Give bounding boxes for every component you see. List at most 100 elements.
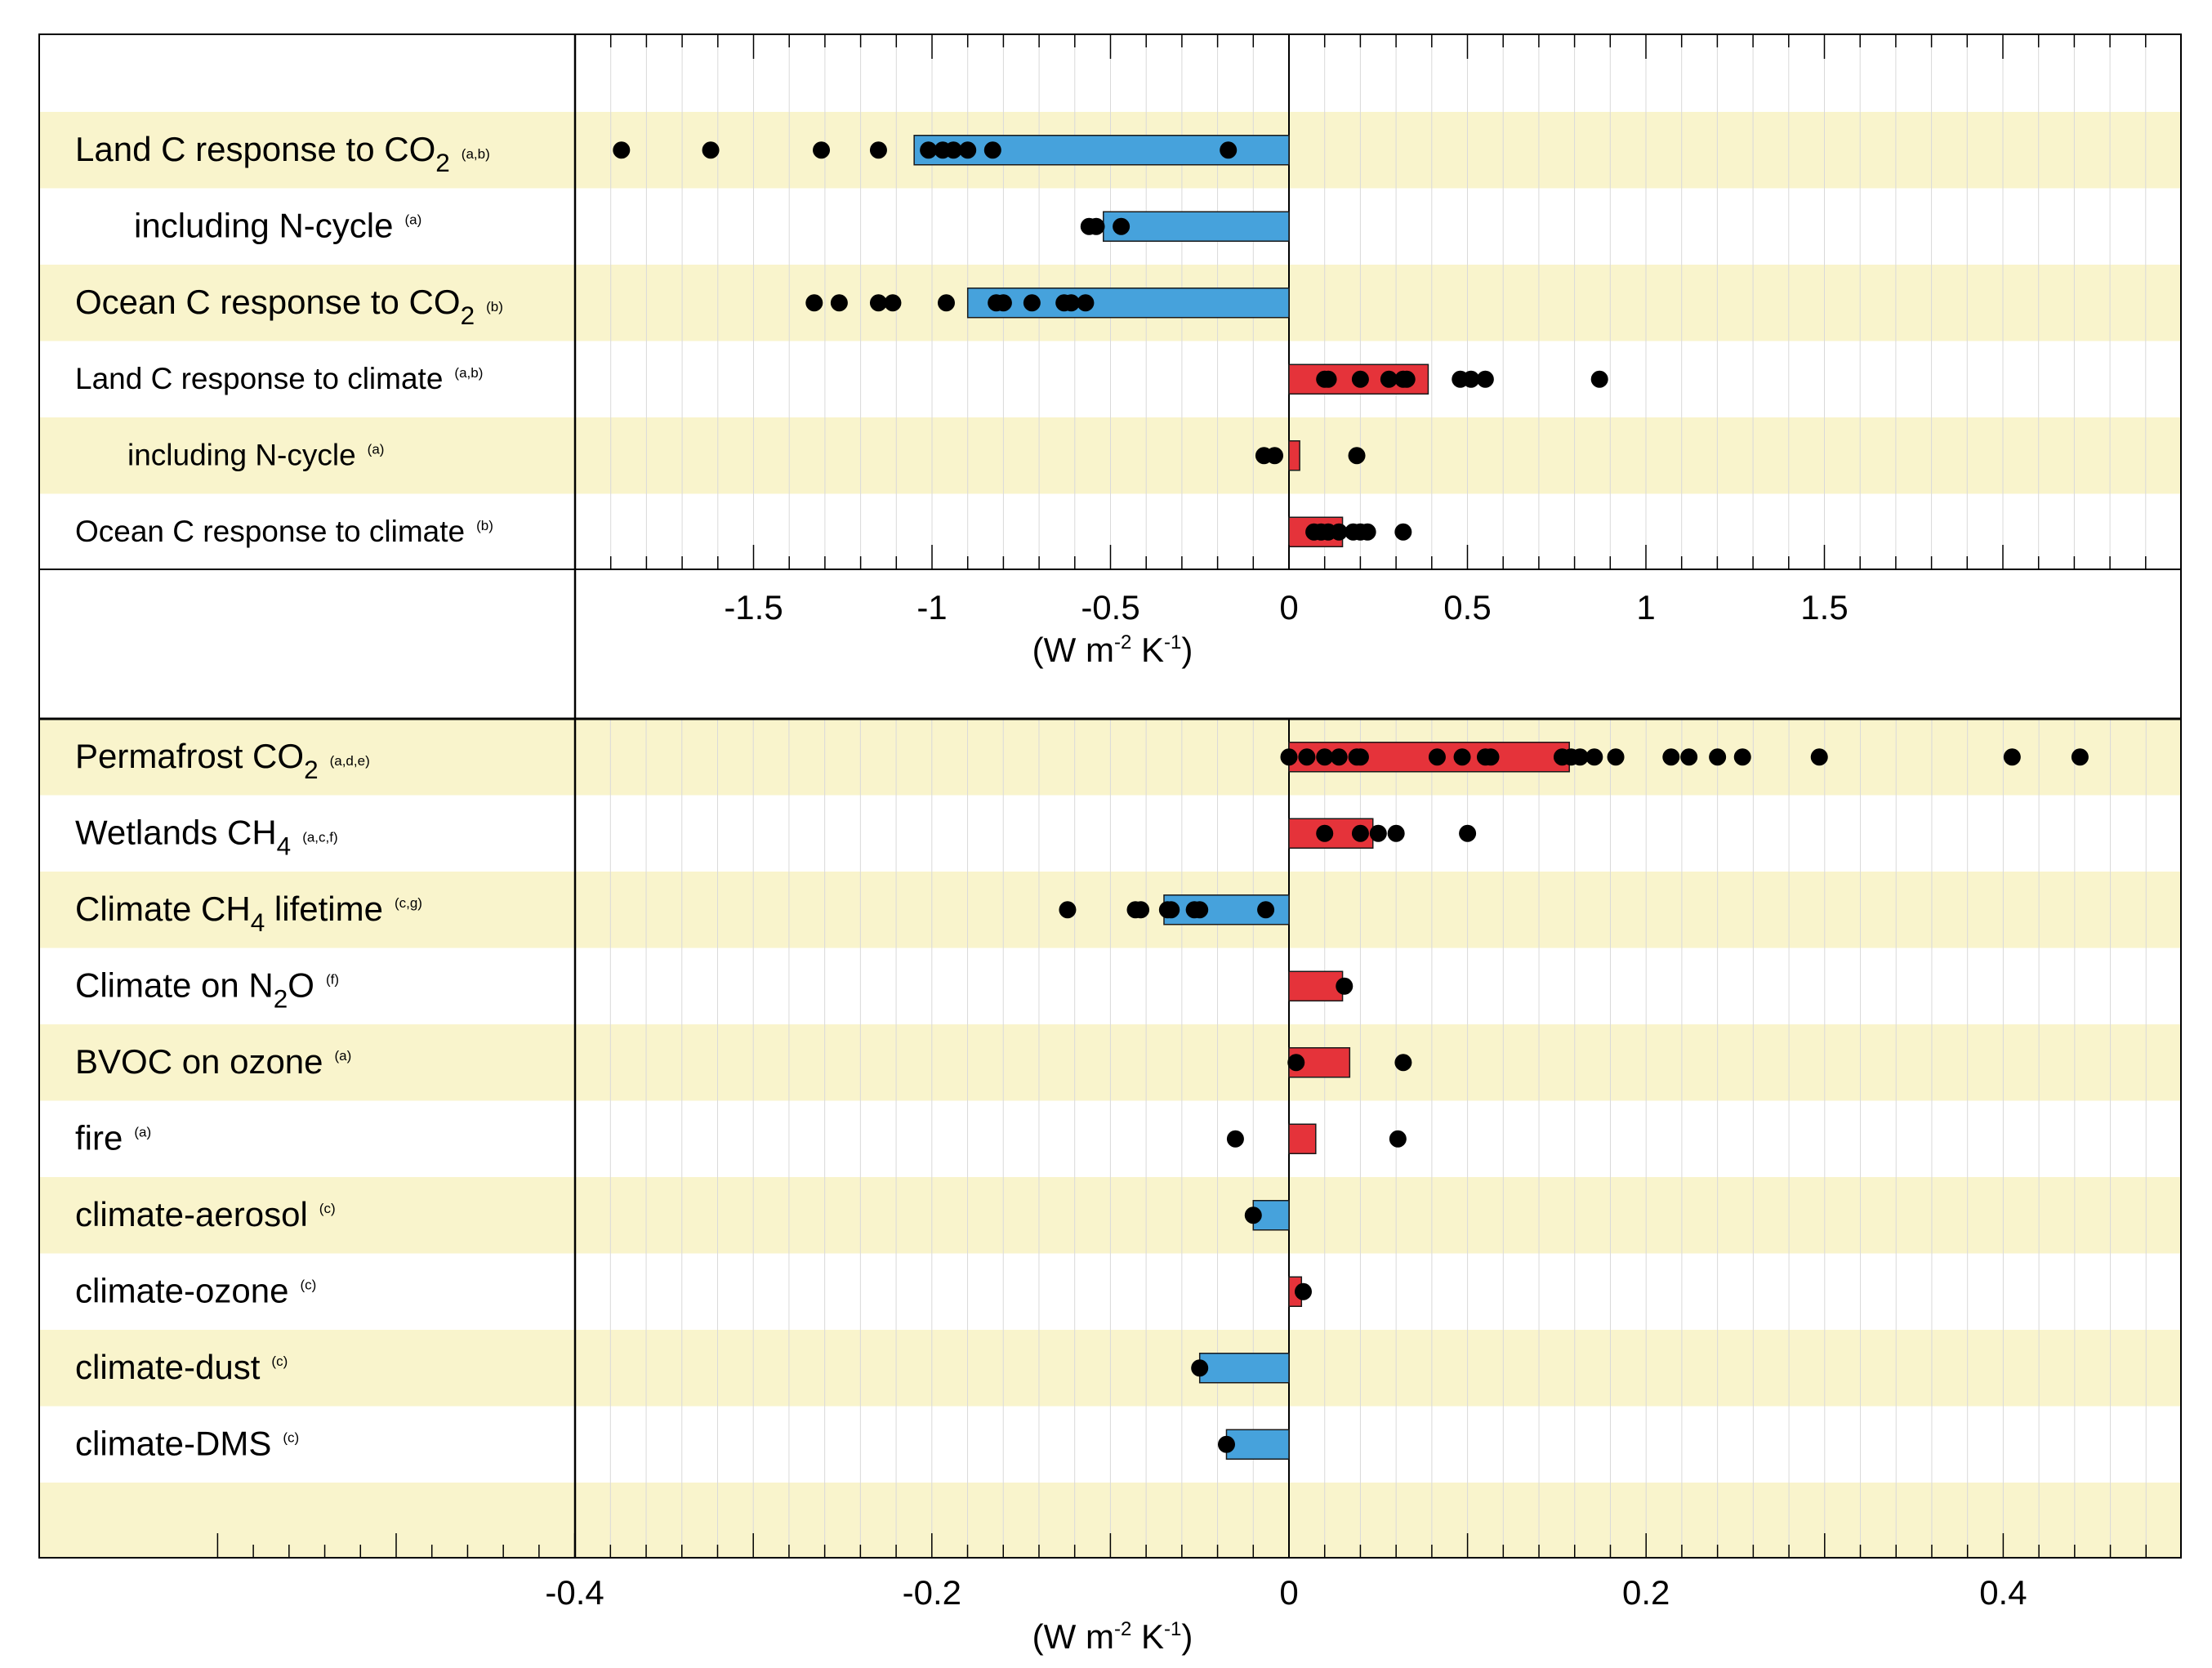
- row-label: Ocean C response to climate (b): [75, 515, 493, 548]
- point-0-3-9: [1590, 370, 1608, 388]
- point-1-1-1: [1351, 824, 1369, 842]
- point-1-0-19: [1810, 748, 1828, 766]
- point-0-2-0: [805, 294, 823, 312]
- row-label: climate-dust (c): [75, 1348, 288, 1386]
- row-label: climate-ozone (c): [75, 1272, 316, 1310]
- point-0-0-2: [813, 141, 831, 159]
- point-0-1-1: [1087, 217, 1105, 235]
- point-0-0-1: [702, 141, 720, 159]
- point-1-0-15: [1662, 748, 1680, 766]
- row-label: climate-aerosol (c): [75, 1195, 336, 1233]
- row-label: Wetlands CH4 (a,c,f): [75, 814, 338, 861]
- point-1-7-0: [1294, 1282, 1312, 1300]
- point-1-2-0: [1059, 901, 1077, 919]
- point-1-5-0: [1226, 1130, 1244, 1148]
- x-tick-label: 1: [1636, 588, 1655, 627]
- x-tick-label: 0: [1279, 588, 1298, 627]
- point-1-0-3: [1330, 748, 1348, 766]
- x-tick-label: 1.5: [1800, 588, 1848, 627]
- point-1-3-0: [1336, 977, 1354, 995]
- point-1-0-1: [1298, 748, 1316, 766]
- bar-1-3: [1288, 970, 1344, 1001]
- point-1-1-2: [1369, 824, 1387, 842]
- row-label: Permafrost CO2 (a,d,e): [75, 737, 370, 784]
- point-1-0-13: [1585, 748, 1603, 766]
- x-axis-label: (W m-2 K-1): [1032, 1617, 1193, 1656]
- point-0-3-1: [1319, 370, 1337, 388]
- row-label: Land C response to CO2 (a,b): [75, 130, 490, 177]
- point-0-2-10: [1077, 294, 1095, 312]
- point-1-2-4: [1162, 901, 1180, 919]
- point-1-2-7: [1257, 901, 1275, 919]
- point-0-5-7: [1394, 523, 1412, 541]
- axes: -1.5 -1 -0.5 0 0.5 1 1.5 (W m-2 K-1) -0.4 -0.2 0 0.…: [545, 588, 2027, 1656]
- row-label: climate-DMS (c): [75, 1425, 299, 1463]
- row-label: Climate on N2O (f): [75, 966, 339, 1014]
- point-0-3-3: [1380, 370, 1398, 388]
- point-0-2-9: [1062, 294, 1080, 312]
- point-0-5-3: [1330, 523, 1348, 541]
- gridlines: [609, 34, 2147, 1558]
- point-0-2-6: [994, 294, 1012, 312]
- point-0-3-7: [1462, 370, 1480, 388]
- x-tick-label: -0.4: [545, 1573, 604, 1612]
- point-1-0-20: [2003, 748, 2021, 766]
- point-1-2-2: [1132, 901, 1150, 919]
- point-1-0-14: [1607, 748, 1625, 766]
- point-0-0-8: [983, 141, 1001, 159]
- bar-1-5: [1288, 1123, 1317, 1154]
- point-1-0-7: [1453, 748, 1471, 766]
- point-0-0-6: [944, 141, 962, 159]
- frame: [38, 33, 2182, 1559]
- point-0-3-5: [1398, 370, 1416, 388]
- x-tick-label: -1: [916, 588, 947, 627]
- point-0-0-4: [920, 141, 938, 159]
- x-axis-label: (W m-2 K-1): [1032, 631, 1193, 669]
- point-1-0-18: [1733, 748, 1751, 766]
- row-label: fire (a): [75, 1119, 151, 1157]
- row-label: including N-cycle (a): [134, 207, 421, 245]
- point-1-1-3: [1387, 824, 1405, 842]
- point-0-3-2: [1351, 370, 1369, 388]
- point-0-0-0: [613, 141, 631, 159]
- point-1-0-2: [1316, 748, 1334, 766]
- point-1-1-4: [1459, 824, 1477, 842]
- point-1-0-5: [1351, 748, 1369, 766]
- row-labels: Land C response to CO2 (a,b) including N-c…: [75, 130, 503, 1463]
- point-0-1-2: [1113, 217, 1131, 235]
- row-label: Climate CH4 lifetime (c,g): [75, 890, 422, 937]
- point-1-0-0: [1280, 748, 1298, 766]
- point-1-4-1: [1394, 1054, 1412, 1072]
- x-tick-label: -0.5: [1081, 588, 1139, 627]
- point-1-0-6: [1428, 748, 1446, 766]
- point-1-0-12: [1571, 748, 1589, 766]
- point-1-2-6: [1191, 901, 1209, 919]
- point-0-2-7: [1023, 294, 1041, 312]
- x-tick-label: 0: [1279, 1573, 1298, 1612]
- x-tick-label: 0.2: [1622, 1573, 1670, 1612]
- bar-1-9: [1225, 1429, 1290, 1460]
- x-tick-label: 0.5: [1443, 588, 1491, 627]
- point-0-0-7: [959, 141, 977, 159]
- point-0-0-3: [869, 141, 887, 159]
- point-1-0-16: [1680, 748, 1698, 766]
- point-0-2-1: [830, 294, 848, 312]
- x-tick-label: -1.5: [724, 588, 783, 627]
- x-tick-label: 0.4: [1979, 1573, 2027, 1612]
- bar-1-8: [1198, 1353, 1290, 1384]
- bar-0-4: [1288, 440, 1300, 471]
- points: [613, 141, 2089, 1453]
- point-1-0-17: [1709, 748, 1727, 766]
- row-label: Ocean C response to CO2 (b): [75, 283, 503, 330]
- point-1-6-0: [1244, 1206, 1262, 1224]
- bar-0-1: [1103, 211, 1290, 242]
- row-label: including N-cycle (a): [127, 439, 384, 472]
- bar-0-2: [966, 288, 1290, 319]
- row-label: BVOC on ozone (a): [75, 1042, 351, 1081]
- point-0-4-2: [1348, 447, 1366, 465]
- point-1-5-1: [1389, 1130, 1407, 1148]
- point-0-5-6: [1358, 523, 1376, 541]
- point-0-3-8: [1476, 370, 1494, 388]
- point-0-2-3: [884, 294, 902, 312]
